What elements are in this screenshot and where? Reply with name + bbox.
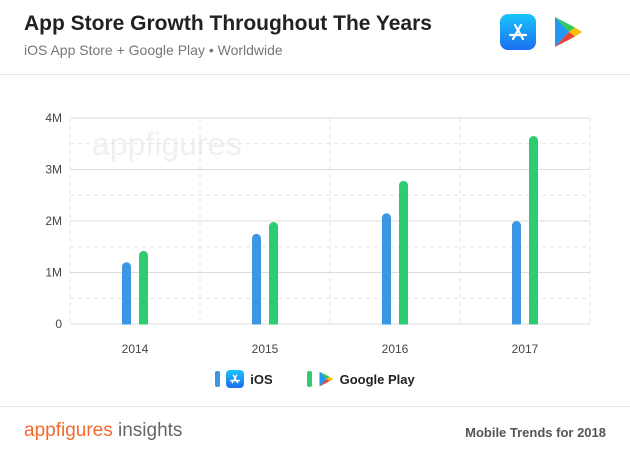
bar-ios-2016 [382, 213, 391, 329]
y-tick-label: 2M [45, 214, 62, 228]
bar-google-play-2017 [529, 136, 538, 329]
footer-logo: appfigures insights [24, 420, 182, 442]
bar-baseline-cover [245, 324, 285, 333]
grid-layer [69, 117, 591, 325]
legend-item-google-play: Google Play [306, 370, 415, 388]
x-tick-label: 2017 [512, 342, 539, 356]
chart-subtitle: iOS App Store + Google Play • Worldwide [24, 42, 283, 58]
y-tick-label: 1M [45, 266, 62, 280]
y-tick-label: 4M [45, 111, 62, 125]
bar-ios-2015 [252, 233, 261, 329]
x-tick-label: 2015 [252, 342, 279, 356]
bar-ios-2017 [512, 221, 521, 329]
store-icons [500, 14, 586, 50]
bar-ios-2014 [122, 262, 131, 329]
header-divider [0, 74, 630, 75]
legend-label-ios: iOS [250, 371, 273, 387]
chart-legend: iOS Google Play [0, 370, 630, 388]
bars [115, 136, 545, 333]
x-tick-label: 2016 [382, 342, 409, 356]
footer-divider [0, 406, 630, 407]
app-store-icon [500, 14, 536, 50]
x-axis: 2014 2015 2016 2017 [122, 342, 539, 356]
bar-baseline-cover [375, 324, 415, 333]
google-play-icon [550, 14, 586, 50]
y-tick-label: 3M [45, 163, 62, 177]
legend-item-ios: iOS [215, 370, 273, 388]
y-tick-label: 0 [55, 317, 62, 331]
google-play-swatch [306, 371, 312, 387]
chart-title: App Store Growth Throughout The Years [24, 12, 432, 35]
footer-report-name: Mobile Trends for 2018 [465, 425, 606, 440]
footer-brand: appfigures [24, 420, 113, 441]
app-store-icon [226, 370, 245, 388]
bar-baseline-cover [115, 324, 155, 333]
bar-baseline-cover [505, 324, 545, 333]
google-play-icon [319, 371, 333, 387]
bar-google-play-2014 [139, 250, 148, 329]
bar-google-play-2015 [269, 222, 278, 329]
x-tick-label: 2014 [122, 342, 149, 356]
y-axis: 0 1M 2M 3M 4M [45, 111, 62, 331]
bar-google-play-2016 [399, 180, 408, 329]
footer-brand-sub: insights [112, 420, 183, 441]
legend-label-google-play: Google Play [339, 371, 415, 387]
ios-swatch [215, 371, 221, 387]
